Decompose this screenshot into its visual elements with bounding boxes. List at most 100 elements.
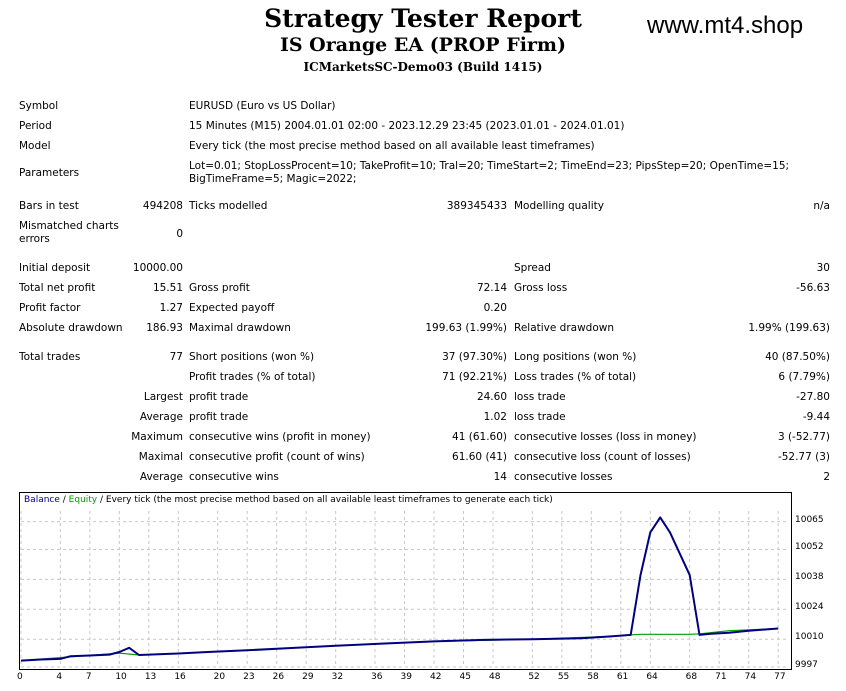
y-tick-label: 10010 — [795, 632, 824, 643]
x-tick-label: 77 — [774, 672, 786, 682]
x-tick-label: 45 — [459, 672, 471, 682]
symbol-label: Symbol — [19, 100, 59, 112]
equity-line — [20, 627, 779, 662]
x-tick-label: 39 — [400, 672, 412, 682]
legend-equity: Equity — [68, 495, 98, 505]
balance-chart-svg — [20, 511, 788, 668]
initial-deposit-value: 10000.00 — [132, 262, 183, 274]
x-tick-label: 23 — [243, 672, 255, 682]
maximal-label: Maximal — [138, 451, 183, 463]
short-positions-value: 37 (97.30%) — [442, 351, 507, 363]
profit-trades-value: 71 (92.21%) — [442, 371, 507, 383]
x-tick-label: 26 — [272, 672, 285, 682]
average-loss-value: -9.44 — [802, 411, 830, 423]
period-value: 15 Minutes (M15) 2004.01.01 02:00 - 2023… — [189, 120, 625, 132]
x-tick-label: 13 — [144, 672, 157, 682]
profit-factor-label: Profit factor — [19, 302, 81, 314]
x-tick-label: 42 — [430, 672, 442, 682]
x-tick-label: 16 — [174, 672, 186, 682]
x-tick-label: 64 — [646, 672, 658, 682]
profit-trades-label: Profit trades (% of total) — [189, 371, 316, 383]
total-trades-label: Total trades — [19, 351, 81, 363]
total-trades-value: 77 — [169, 351, 183, 363]
server-info: ICMarketsSC-Demo03 (Build 1415) — [303, 60, 543, 74]
watermark-text: www.mt4.shop — [647, 12, 804, 39]
quality-value: n/a — [813, 200, 830, 212]
net-profit-label: Total net profit — [19, 282, 96, 294]
maximal-profit-value: 61.60 (41) — [452, 451, 507, 463]
gross-loss-value: -56.63 — [796, 282, 830, 294]
y-tick-label: 9997 — [795, 660, 818, 670]
parameters-value: Lot=0.01; StopLossProcent=10; TakeProfit… — [189, 160, 790, 185]
long-positions-label: Long positions (won %) — [514, 351, 637, 363]
ticks-label: Ticks modelled — [189, 200, 268, 212]
avg-cons-losses-label: consecutive losses — [514, 471, 613, 483]
avg-cons-label: Average — [139, 471, 183, 483]
largest-profit-label: profit trade — [189, 391, 249, 403]
x-tick-label: 61 — [616, 672, 629, 682]
average-profit-value: 1.02 — [483, 411, 507, 423]
expected-payoff-value: 0.20 — [483, 302, 507, 314]
x-tick-label: 48 — [489, 672, 501, 682]
gross-loss-label: Gross loss — [514, 282, 568, 294]
x-tick-label: 0 — [17, 672, 23, 682]
average-loss-label: loss trade — [514, 411, 566, 423]
spread-label: Spread — [514, 262, 551, 274]
abs-drawdown-label: Absolute drawdown — [19, 322, 123, 334]
net-profit-value: 15.51 — [152, 282, 183, 294]
max-drawdown-value: 199.63 (1.99%) — [425, 322, 507, 334]
mismatch-label: Mismatched charts errors — [19, 220, 119, 245]
model-value: Every tick (the most precise method base… — [189, 140, 595, 152]
mismatch-value: 0 — [176, 228, 183, 240]
gross-profit-value: 72.14 — [476, 282, 507, 294]
bars-label: Bars in test — [19, 200, 79, 212]
max-cons-losses-label: consecutive losses (loss in money) — [514, 431, 697, 443]
bars-value: 494208 — [142, 200, 183, 212]
abs-drawdown-value: 186.93 — [146, 322, 183, 334]
parameters-label: Parameters — [19, 167, 80, 179]
maximum-label: Maximum — [131, 431, 183, 443]
report-subtitle: IS Orange EA (PROP Firm) — [279, 34, 567, 56]
gross-profit-label: Gross profit — [189, 282, 250, 294]
model-label: Model — [19, 140, 51, 152]
maximal-loss-value: -52.77 (3) — [777, 451, 830, 463]
x-tick-label: 10 — [115, 672, 127, 682]
x-tick-label: 52 — [528, 672, 540, 682]
x-tick-label: 29 — [302, 672, 314, 682]
x-tick-label: 32 — [331, 672, 344, 682]
profit-factor-value: 1.27 — [159, 302, 183, 314]
average-profit-label: profit trade — [189, 411, 249, 423]
short-positions-label: Short positions (won %) — [189, 351, 315, 363]
x-tick-label: 74 — [744, 672, 757, 682]
legend-separator: / — [59, 495, 69, 505]
balance-line — [20, 516, 779, 662]
largest-loss-value: -27.80 — [796, 391, 830, 403]
y-tick-label: 10024 — [795, 602, 824, 613]
avg-cons-wins-value: 14 — [493, 471, 507, 483]
max-drawdown-label: Maximal drawdown — [189, 322, 291, 334]
x-tick-label: 68 — [685, 672, 698, 682]
loss-trades-value: 6 (7.79%) — [778, 371, 830, 383]
y-tick-label: 10065 — [795, 514, 824, 525]
maximal-loss-label: consecutive loss (count of losses) — [514, 451, 691, 463]
long-positions-value: 40 (87.50%) — [765, 351, 830, 363]
avg-cons-losses-value: 2 — [823, 471, 830, 483]
x-tick-label: 7 — [85, 672, 92, 682]
legend-balance: Balance — [24, 495, 60, 505]
legend-description: / Every tick (the most precise method ba… — [97, 495, 553, 505]
average-label: Average — [139, 411, 183, 423]
rel-drawdown-value: 1.99% (199.63) — [748, 322, 830, 334]
chart-series — [20, 516, 779, 662]
initial-deposit-label: Initial deposit — [19, 262, 91, 274]
x-tick-label: 58 — [587, 672, 599, 682]
balance-chart: Balance / Equity / Every tick (the most … — [19, 492, 792, 670]
spread-value: 30 — [816, 262, 830, 274]
chart-grid — [20, 511, 788, 668]
avg-cons-wins-label: consecutive wins — [189, 471, 279, 483]
report-title: Strategy Tester Report — [264, 4, 582, 33]
rel-drawdown-label: Relative drawdown — [514, 322, 615, 334]
max-cons-wins-value: 41 (61.60) — [452, 431, 507, 443]
chart-legend: Balance / Equity / Every tick (the most … — [24, 494, 553, 507]
y-tick-label: 10052 — [795, 542, 824, 553]
x-tick-label: 36 — [371, 672, 383, 682]
